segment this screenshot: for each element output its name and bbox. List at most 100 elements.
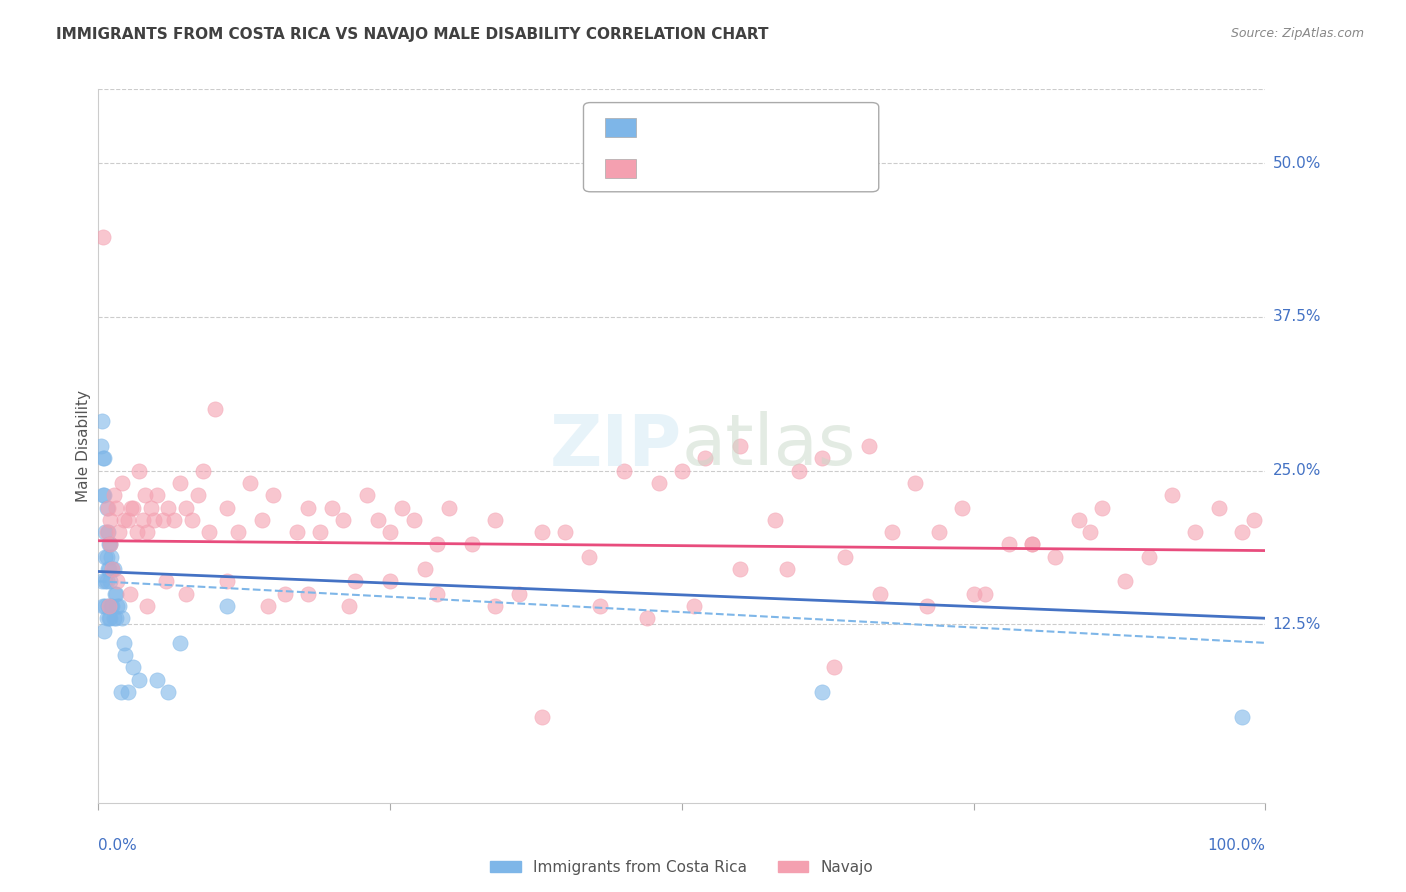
Point <box>997 537 1019 551</box>
Point <box>647 475 669 490</box>
Point <box>125 525 148 540</box>
Point <box>117 513 139 527</box>
Point <box>146 488 169 502</box>
Point <box>413 562 436 576</box>
Text: 25.0%: 25.0% <box>1272 463 1320 478</box>
Point <box>962 587 984 601</box>
Text: 100.0%: 100.0% <box>1208 838 1265 854</box>
Text: 12.5%: 12.5% <box>1272 617 1320 632</box>
Point <box>122 500 145 515</box>
Point <box>91 230 114 244</box>
Point <box>1021 537 1043 551</box>
Point <box>94 574 117 589</box>
Text: N = 50: N = 50 <box>766 119 828 136</box>
Point <box>155 574 177 589</box>
Point <box>869 587 891 601</box>
Point <box>274 587 297 601</box>
Point <box>97 599 120 613</box>
Point <box>97 611 120 625</box>
Point <box>132 513 155 527</box>
Point <box>169 475 191 490</box>
Point <box>402 513 425 527</box>
Point <box>915 599 938 613</box>
Point <box>94 549 117 564</box>
Point <box>97 500 120 515</box>
Point <box>117 685 139 699</box>
Point <box>90 439 112 453</box>
Point <box>105 599 128 613</box>
Point <box>193 464 215 478</box>
Point <box>484 513 506 527</box>
Point <box>484 599 506 613</box>
Point <box>1137 549 1160 564</box>
Point <box>111 611 134 625</box>
Point <box>120 500 142 515</box>
Point <box>250 513 273 527</box>
Point <box>578 549 600 564</box>
Text: ZIP: ZIP <box>550 411 682 481</box>
Point <box>1091 500 1114 515</box>
Point <box>93 451 115 466</box>
Point <box>356 488 378 502</box>
Point <box>101 599 124 613</box>
Point <box>103 562 125 576</box>
Point <box>228 525 250 540</box>
Point <box>344 574 367 589</box>
Point <box>136 525 159 540</box>
Point <box>157 685 180 699</box>
Point <box>118 587 141 601</box>
Point <box>98 611 121 625</box>
Point <box>695 451 717 466</box>
Point <box>198 525 221 540</box>
Point <box>157 500 180 515</box>
Point <box>612 464 634 478</box>
Point <box>90 574 112 589</box>
Y-axis label: Male Disability: Male Disability <box>76 390 91 502</box>
Point <box>94 525 117 540</box>
Text: Source: ZipAtlas.com: Source: ZipAtlas.com <box>1230 27 1364 40</box>
Point <box>174 587 197 601</box>
Point <box>94 599 117 613</box>
Point <box>112 636 135 650</box>
Point <box>104 500 127 515</box>
Point <box>530 525 553 540</box>
Point <box>1208 500 1230 515</box>
Point <box>204 402 226 417</box>
Point <box>426 537 449 551</box>
Point <box>97 562 120 576</box>
Point <box>297 500 319 515</box>
Point <box>262 488 284 502</box>
Point <box>636 611 658 625</box>
Point <box>285 525 308 540</box>
Point <box>90 414 112 428</box>
Point <box>98 574 121 589</box>
Point <box>378 525 402 540</box>
Point <box>136 599 159 613</box>
Text: 37.5%: 37.5% <box>1272 310 1320 325</box>
Legend: Immigrants from Costa Rica, Navajo: Immigrants from Costa Rica, Navajo <box>485 854 879 880</box>
Point <box>589 599 612 613</box>
Point <box>823 660 845 674</box>
Text: R = -0.034: R = -0.034 <box>644 161 725 176</box>
Point <box>215 500 238 515</box>
Point <box>297 587 319 601</box>
Point <box>1080 525 1102 540</box>
Point <box>880 525 903 540</box>
Point <box>391 500 413 515</box>
Point <box>98 513 121 527</box>
Point <box>671 464 693 478</box>
Point <box>93 488 115 502</box>
Point <box>98 537 121 551</box>
Point <box>337 599 360 613</box>
Text: R = -0.020: R = -0.020 <box>644 120 725 135</box>
Point <box>461 537 484 551</box>
Text: 50.0%: 50.0% <box>1272 155 1320 170</box>
Point <box>100 549 122 564</box>
Point <box>146 673 169 687</box>
Text: IMMIGRANTS FROM COSTA RICA VS NAVAJO MALE DISABILITY CORRELATION CHART: IMMIGRANTS FROM COSTA RICA VS NAVAJO MAL… <box>56 27 769 42</box>
Point <box>96 525 118 540</box>
Text: 0.0%: 0.0% <box>98 838 138 854</box>
Point <box>96 574 118 589</box>
Point <box>309 525 332 540</box>
Point <box>103 488 125 502</box>
